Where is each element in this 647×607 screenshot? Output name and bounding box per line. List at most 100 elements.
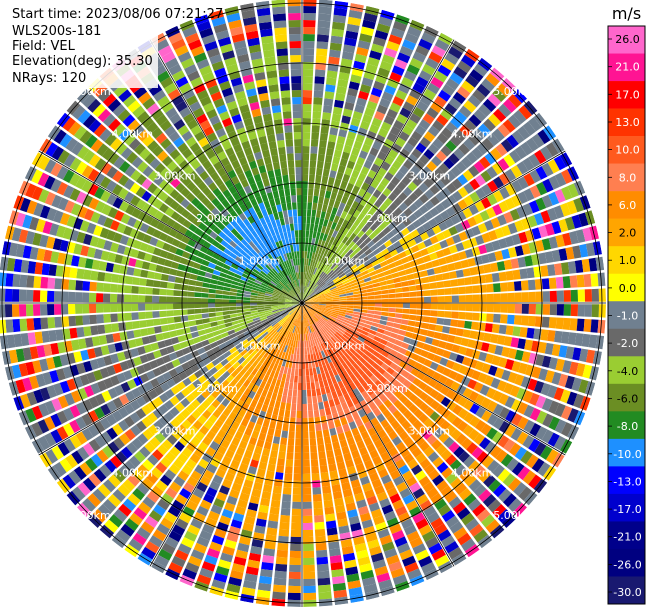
velocity-gate: [590, 273, 599, 287]
velocity-gate: [124, 303, 132, 312]
velocity-gate: [261, 282, 269, 288]
velocity-gate: [230, 263, 239, 270]
velocity-gate: [97, 380, 107, 392]
velocity-gate: [424, 406, 435, 417]
velocity-gate: [194, 227, 203, 237]
velocity-gate: [278, 255, 284, 263]
velocity-gate: [206, 192, 216, 202]
velocity-gate: [333, 303, 341, 305]
velocity-gate: [124, 165, 136, 178]
velocity-gate: [481, 184, 492, 196]
velocity-gate: [157, 444, 169, 456]
velocity-gate: [244, 314, 252, 318]
velocity-gate: [326, 414, 334, 423]
velocity-gate: [312, 487, 322, 495]
velocity-gate: [175, 328, 184, 336]
velocity-gate: [324, 506, 335, 515]
velocity-gate: [479, 156, 491, 169]
velocity-gate: [407, 568, 422, 580]
velocity-gate: [511, 179, 523, 193]
velocity-gate: [34, 331, 43, 344]
velocity-gate: [309, 308, 316, 314]
velocity-gate: [96, 282, 104, 292]
velocity-gate: [332, 185, 340, 194]
velocity-gate: [368, 195, 378, 204]
velocity-gate: [303, 305, 309, 312]
velocity-gate: [271, 339, 278, 347]
velocity-gate: [257, 305, 265, 308]
velocity-gate: [397, 542, 411, 554]
velocity-gate: [226, 495, 238, 506]
velocity-gate: [392, 186, 402, 197]
velocity-gate: [446, 194, 457, 206]
velocity-gate: [302, 293, 304, 300]
velocity-gate: [265, 274, 273, 281]
velocity-gate: [203, 322, 212, 329]
velocity-gate: [311, 466, 320, 474]
velocity-gate: [51, 398, 63, 412]
velocity-gate: [229, 306, 237, 311]
velocity-gate: [112, 263, 121, 274]
velocity-gate: [352, 185, 361, 195]
velocity-gate: [364, 350, 373, 358]
velocity-gate: [500, 453, 514, 467]
velocity-gate: [307, 272, 310, 280]
velocity-gate: [285, 304, 293, 307]
velocity-gate: [535, 291, 543, 302]
velocity-gate: [465, 303, 473, 312]
velocity-gate: [238, 385, 247, 394]
velocity-gate: [296, 333, 299, 341]
velocity-gate: [162, 331, 171, 340]
velocity-gate: [299, 347, 302, 355]
velocity-gate: [94, 158, 107, 171]
velocity-gate: [230, 378, 239, 387]
velocity-gate: [165, 487, 178, 499]
velocity-gate: [517, 466, 531, 481]
velocity-gate: [375, 358, 384, 367]
velocity-gate: [294, 287, 298, 295]
velocity-gate: [166, 289, 174, 296]
velocity-gate: [214, 265, 223, 272]
velocity-gate: [185, 95, 199, 106]
velocity-gate: [206, 487, 218, 498]
velocity-gate: [443, 436, 455, 448]
velocity-gate: [330, 273, 337, 279]
velocity-gate: [292, 300, 300, 303]
velocity-gate: [332, 323, 340, 330]
velocity-gate: [551, 249, 561, 262]
velocity-gate: [468, 204, 479, 216]
velocity-gate: [254, 227, 262, 236]
velocity-gate: [332, 276, 340, 283]
velocity-gate: [362, 576, 376, 587]
velocity-gate: [240, 67, 253, 77]
velocity-gate: [339, 309, 347, 313]
velocity-gate: [292, 280, 296, 288]
velocity-gate: [97, 214, 107, 226]
velocity-gate: [367, 427, 377, 437]
velocity-gate: [438, 257, 447, 266]
velocity-gate: [293, 466, 302, 474]
velocity-gate: [464, 119, 477, 132]
velocity-gate: [573, 410, 586, 426]
velocity-gate: [283, 261, 289, 269]
velocity-gate: [453, 66, 468, 79]
velocity-gate: [369, 50, 382, 61]
velocity-gate: [75, 431, 88, 445]
velocity-gate: [293, 480, 302, 488]
velocity-gate: [394, 425, 405, 436]
velocity-gate: [494, 227, 505, 239]
velocity-gate: [181, 464, 193, 476]
velocity-gate: [348, 176, 357, 185]
velocity-gate: [11, 364, 22, 379]
velocity-gate: [33, 290, 41, 302]
velocity-gate: [497, 468, 511, 483]
velocity-gate: [304, 286, 307, 294]
velocity-gate: [477, 322, 486, 332]
velocity-gate: [316, 278, 322, 285]
velocity-gate: [232, 84, 245, 94]
velocity-gate: [91, 259, 101, 270]
velocity-gate: [65, 137, 78, 152]
velocity-gate: [286, 338, 291, 346]
velocity-gate: [309, 317, 314, 325]
velocity-gate: [326, 183, 334, 192]
